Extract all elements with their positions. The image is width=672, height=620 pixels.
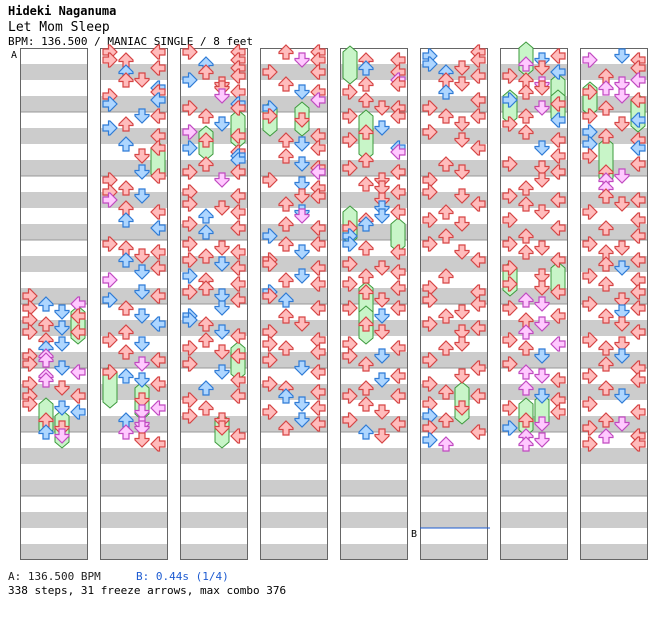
beat-band <box>420 352 488 368</box>
bpm-marker-a: A <box>11 50 17 61</box>
beat-band <box>580 480 648 496</box>
beat-band <box>100 128 168 144</box>
beat-band <box>20 160 88 176</box>
beat-band <box>420 512 488 528</box>
beat-band <box>420 160 488 176</box>
beat-band <box>420 224 488 240</box>
beat-band <box>20 512 88 528</box>
beat-band <box>180 448 248 464</box>
beat-band <box>260 64 328 80</box>
beat-band <box>20 416 88 432</box>
stop-marker-b: B <box>411 529 417 540</box>
beat-band <box>260 448 328 464</box>
freeze-body <box>342 45 358 85</box>
artist-name: Hideki Naganuma <box>8 4 117 18</box>
beat-band <box>100 416 168 432</box>
stop-legend: B: 0.44s (1/4) <box>136 570 229 583</box>
beat-band <box>100 512 168 528</box>
beat-band <box>340 448 408 464</box>
beat-band <box>500 384 568 400</box>
freeze-arrow <box>342 45 358 85</box>
beat-band <box>20 96 88 112</box>
beat-band <box>20 288 88 304</box>
beat-band <box>100 448 168 464</box>
beat-band <box>100 192 168 208</box>
column-border <box>20 48 88 560</box>
beat-band <box>100 544 168 560</box>
beat-band <box>340 288 408 304</box>
column-border <box>340 48 408 560</box>
beat-band <box>20 256 88 272</box>
beat-band <box>340 192 408 208</box>
step-chart: A B <box>11 41 648 560</box>
beat-band <box>260 480 328 496</box>
column-border <box>260 48 328 560</box>
bpm-markers: A B <box>11 50 490 540</box>
column-border <box>500 48 568 560</box>
chart-info: BPM: 136.500 / MANIAC SINGLE / 8 feet <box>8 35 254 48</box>
beat-band <box>180 544 248 560</box>
beat-band <box>500 448 568 464</box>
beat-band <box>580 512 648 528</box>
beat-band <box>100 480 168 496</box>
beat-band <box>260 544 328 560</box>
beat-band <box>260 512 328 528</box>
beat-band <box>580 448 648 464</box>
beat-band <box>340 512 408 528</box>
beat-band <box>20 544 88 560</box>
beat-band <box>20 192 88 208</box>
beat-band <box>20 480 88 496</box>
beat-band <box>420 480 488 496</box>
beat-band <box>340 480 408 496</box>
beat-band <box>340 256 408 272</box>
beat-band <box>500 320 568 336</box>
beat-band <box>500 544 568 560</box>
beat-band <box>180 320 248 336</box>
beat-band <box>420 544 488 560</box>
beat-band <box>180 416 248 432</box>
beat-band <box>500 512 568 528</box>
beat-band <box>420 448 488 464</box>
beat-band <box>20 128 88 144</box>
beat-band <box>180 512 248 528</box>
beat-band <box>500 480 568 496</box>
beat-band <box>580 192 648 208</box>
beat-band <box>20 64 88 80</box>
beat-band <box>580 352 648 368</box>
beat-band <box>260 352 328 368</box>
beat-band <box>580 544 648 560</box>
beat-band <box>180 480 248 496</box>
beat-band <box>260 128 328 144</box>
column-border <box>420 48 488 560</box>
beat-band <box>20 224 88 240</box>
column-border <box>580 48 648 560</box>
beat-band <box>340 320 408 336</box>
song-title: Let Mom Sleep <box>8 20 110 35</box>
beat-band <box>100 352 168 368</box>
column-border <box>180 48 248 560</box>
beat-band <box>20 448 88 464</box>
beat-band <box>340 544 408 560</box>
step-stats: 338 steps, 31 freeze arrows, max combo 3… <box>8 584 287 597</box>
beat-band <box>580 384 648 400</box>
measure-column <box>500 48 568 560</box>
column-border <box>100 48 168 560</box>
bpm-legend: A: 136.500 BPM <box>8 570 101 583</box>
beat-band <box>260 416 328 432</box>
beat-band <box>260 384 328 400</box>
